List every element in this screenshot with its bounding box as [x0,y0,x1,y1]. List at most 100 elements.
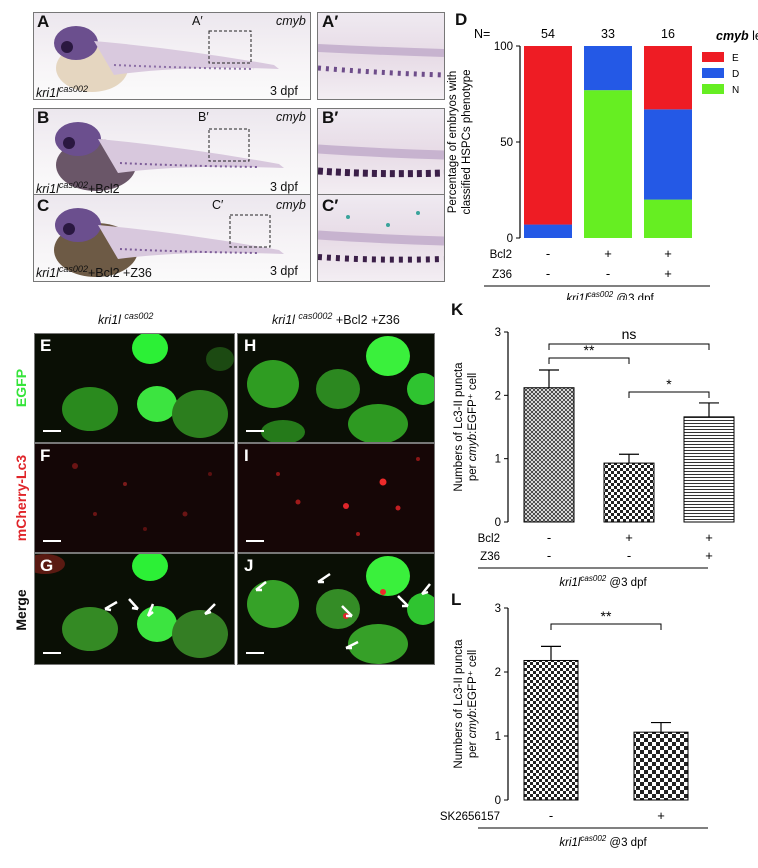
k-ytick-label: 3 [495,327,501,339]
k-ytick-label: 0 [495,517,501,529]
d-legend-label-D: D [732,69,739,80]
l-sig-bracket [550,623,662,630]
micro-j [246,556,434,664]
k-bar-2 [683,416,735,523]
k-ytick-label: 1 [495,454,501,466]
arrow-g4 [204,603,216,616]
d-row2-value: + [664,266,672,281]
arrow-j6 [421,583,431,596]
k-row1-value: + [705,530,713,545]
k-footer: kri1lcas002 @3 dpf [559,574,647,589]
panel-g-letter: G [40,556,54,575]
panel-e-image [34,333,235,443]
d-legend-swatch-D [702,68,724,78]
panel-l-chart: 0 1 2 3 Numbers of Lc3-II puncta per cmyb:EGF… [440,603,708,849]
k-row2-label: Z36 [480,551,500,563]
arrow-g2 [128,598,139,611]
panel-b-image [33,108,311,196]
arrow-j2 [317,572,331,584]
row-label-mcherry: mCherry-Lc3 [13,454,29,542]
d-legend-swatch-N [702,84,724,94]
panel-a-image [33,12,311,100]
panel-a-stage: 3 dpf [270,84,298,98]
panel-i-image [237,443,435,553]
panel-c-image [33,194,311,282]
d-n-value: 54 [541,27,555,41]
panel-d-chart: 0 50 100 Percentage of embryos with classifi… [447,27,758,300]
panel-c-genotype: kri1lcas002+Bcl2 +Z36 [36,264,152,281]
l-ytick-label: 2 [495,667,501,679]
d-legend-label-E: E [732,53,739,64]
d-row1-value: - [546,246,550,261]
l-sig: ** [601,608,612,624]
panel-f-letter: F [40,446,51,465]
zoom-b-illustration [318,144,444,178]
panel-c-letter: C [37,196,50,215]
d-row1-label: Bcl2 [490,249,512,261]
k-sig-bracket-right [628,391,710,398]
panel-d-letter: D [455,10,468,29]
d-ytick-label: 100 [494,41,513,53]
panel-c-zoom-image [317,194,445,282]
d-bar-D-1 [584,46,632,91]
embryo-c-illustration [54,208,284,277]
arrow-j5 [397,595,409,608]
d-ytick-label: 0 [507,233,513,245]
d-n-value: 33 [601,27,615,41]
panel-b-zoom-letter: B′ [322,108,339,127]
panel-k-letter: K [451,300,464,319]
panel-h-image [237,333,435,443]
zoom-c-illustration [318,211,444,263]
panel-c-zoom-letter: C′ [322,196,339,215]
col2-header: kri1l cas0002 +Bcl2 +Z36 [272,311,400,328]
k-ylabel: Numbers of Lc3-II puncta per cmyb:EGFP⁺ c… [453,362,479,492]
embryo-a-illustration [54,26,279,92]
d-n-prefix: N= [474,27,490,41]
d-legend-label-N: N [732,85,739,96]
k-sig-right: * [666,376,672,392]
d-bar-N-2 [644,199,692,238]
k-ytick-label: 2 [495,390,501,402]
l-row1-value: - [549,808,553,823]
arrow-j1 [255,581,267,592]
d-row1-value: + [604,246,612,261]
micro-i [246,457,420,542]
panel-h-letter: H [244,336,257,355]
panel-e-letter: E [40,336,52,355]
zoom-a-illustration [318,44,444,78]
k-sig-bracket-ns [548,343,710,350]
d-row2-value: - [546,266,550,281]
arrow-g3 [146,603,155,617]
panel-b-zoom-image [317,108,445,196]
arrow-j4 [345,640,359,650]
d-row2-value: - [606,266,610,281]
k-sig-ns: ns [622,326,637,342]
arrow-j3 [341,605,353,618]
k-row1-value: + [625,530,633,545]
d-ytick-label: 50 [500,137,513,149]
k-sig-left: ** [584,342,595,358]
panel-l-letter: L [451,590,462,609]
col1-header: kri1l cas002 [98,311,154,328]
micro-f [43,463,212,542]
panel-c-box-label: C′ [212,198,224,212]
l-row1-label: GSK2656157 [440,811,500,823]
row-label-egfp: EGFP [13,368,29,407]
d-row2-label: Z36 [492,269,512,281]
panel-b-genotype: kri1lcas002+Bcl2 [36,180,120,197]
d-legend-swatch-E [702,52,724,62]
panel-f-image [34,443,235,553]
k-row1-value: - [547,530,551,545]
panel-g-image [34,553,235,665]
panel-c-gene: cmyb [276,198,306,212]
micro-h [246,336,434,442]
panel-b-letter: B [37,108,50,127]
d-bar-E-0 [524,46,572,225]
l-ytick-label: 1 [495,731,501,743]
panel-a-gene: cmyb [276,14,306,28]
d-bar-D-0 [524,224,572,238]
d-legend-title: cmyb level [716,29,758,43]
panel-a-box-label: A′ [192,14,203,28]
k-row2-value: - [627,548,631,563]
panel-k-chart: 0 1 2 3 Numbers of Lc3-II puncta per cmyb:EGF… [453,326,735,589]
